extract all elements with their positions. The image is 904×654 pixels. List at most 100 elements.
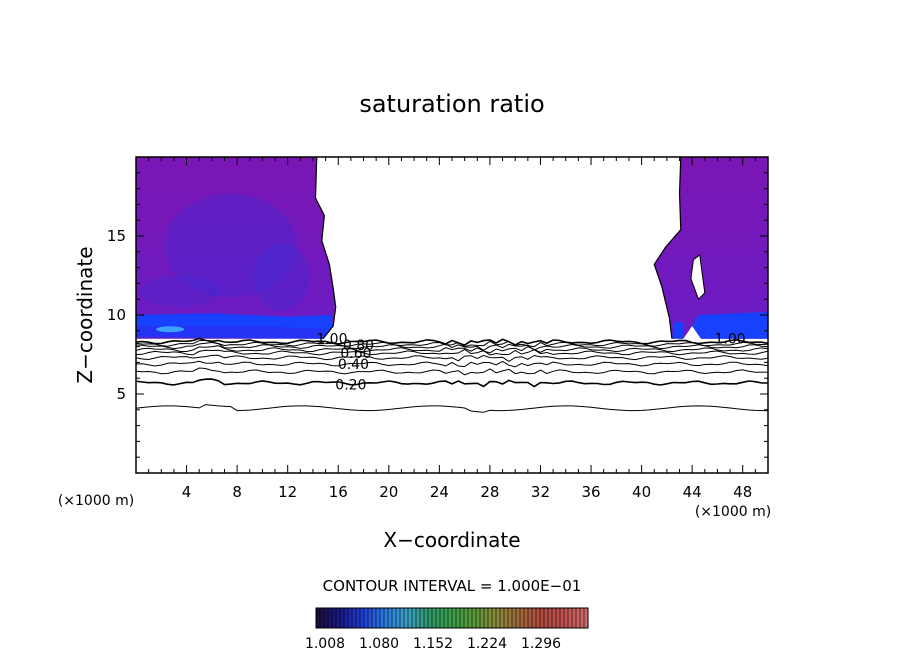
colorbar-frame	[315, 607, 589, 629]
cyan-highlight	[156, 326, 185, 333]
contour-line	[136, 337, 768, 346]
colorbar-cell	[356, 608, 361, 628]
blue-band-right-lobe	[671, 321, 684, 339]
left-region-edge	[314, 157, 337, 340]
colorbar-cell	[332, 608, 337, 628]
contour-labels: 0.200.400.600.801.00 1.00	[316, 332, 745, 394]
colorbar-cell	[368, 608, 373, 628]
x-tick-label: 40	[632, 483, 651, 501]
x-tick-label: 36	[581, 483, 600, 501]
x-tick-label: 20	[379, 483, 398, 501]
dark-interior-blob	[253, 243, 310, 312]
y-unit-label: (×1000 m)	[58, 493, 134, 509]
colorbar-cell	[472, 608, 477, 628]
colorbar-cell	[516, 608, 521, 628]
colorbar-cell	[476, 608, 481, 628]
colorbar-cell	[572, 608, 577, 628]
colorbar-cell	[496, 608, 501, 628]
colorbar-cell	[392, 608, 397, 628]
colorbar-cell	[508, 608, 513, 628]
colorbar-cell	[408, 608, 413, 628]
left-shaded-region	[136, 157, 336, 339]
y-tick-label: 10	[107, 306, 126, 324]
colorbar-label: 1.008	[305, 636, 345, 652]
colorbar-cell	[420, 608, 425, 628]
shaded-field	[136, 157, 768, 340]
contour-line	[136, 339, 768, 348]
x-tick-label: 24	[430, 483, 449, 501]
x-tick-label: 44	[683, 483, 702, 501]
colorbar-label: 1.080	[359, 636, 399, 652]
colorbar-cell	[528, 608, 533, 628]
colorbar-cell	[336, 608, 341, 628]
x-tick-label: 32	[531, 483, 550, 501]
colorbar-cell	[504, 608, 509, 628]
colorbar	[315, 607, 589, 629]
colorbar-cell	[440, 608, 445, 628]
colorbar-cell	[324, 608, 329, 628]
colorbar-cell	[352, 608, 357, 628]
colorbar-cell	[512, 608, 517, 628]
colorbar-cell	[388, 608, 393, 628]
colorbar-labels: 1.008 1.080 1.152 1.224 1.296	[305, 636, 561, 652]
colorbar-cell	[584, 608, 589, 628]
contour-line	[136, 348, 768, 356]
colorbar-cell	[372, 608, 377, 628]
right-region-hole	[690, 254, 706, 301]
dark-interior-blob	[140, 275, 221, 308]
colorbar-cell	[320, 608, 325, 628]
y-tick-label: 15	[107, 227, 126, 245]
x-tick-label: 12	[278, 483, 297, 501]
colorbar-cell	[380, 608, 385, 628]
colorbar-label: 1.224	[467, 636, 507, 652]
colorbar-cell	[556, 608, 561, 628]
colorbar-cell	[552, 608, 557, 628]
colorbar-cell	[384, 608, 389, 628]
colorbar-label: 1.152	[413, 636, 453, 652]
colorbar-cell	[424, 608, 429, 628]
colorbar-cell	[444, 608, 449, 628]
colorbar-cell	[344, 608, 349, 628]
colorbar-cell	[436, 608, 441, 628]
colorbar-cell	[404, 608, 409, 628]
colorbar-cell	[520, 608, 525, 628]
right-region-edge	[653, 157, 682, 339]
right-shaded-region	[654, 157, 768, 339]
colorbar-cell	[416, 608, 421, 628]
colorbar-cell	[400, 608, 405, 628]
colorbar-cell	[532, 608, 537, 628]
colorbar-cell	[448, 608, 453, 628]
x-tick-label: 28	[480, 483, 499, 501]
contour-label: 1.00	[714, 332, 745, 348]
contour-line	[136, 367, 768, 376]
colorbar-cell	[560, 608, 565, 628]
contour-lines	[136, 337, 768, 413]
colorbar-cell	[536, 608, 541, 628]
colorbar-cell	[564, 608, 569, 628]
colorbar-cell	[412, 608, 417, 628]
contour-label: 0.80	[343, 338, 374, 354]
colorbar-cell	[500, 608, 505, 628]
colorbar-cell	[548, 608, 553, 628]
colorbar-cell	[468, 608, 473, 628]
contour-label: 0.60	[340, 346, 371, 362]
colorbar-cell	[492, 608, 497, 628]
colorbar-cell	[464, 608, 469, 628]
dark-interior-blob	[164, 193, 297, 298]
contour-label: 0.20	[335, 378, 366, 394]
colorbar-cell	[360, 608, 365, 628]
colorbar-cell	[364, 608, 369, 628]
axis-ticks	[136, 157, 768, 473]
y-tick-label: 5	[116, 385, 126, 403]
contour-line	[136, 354, 768, 362]
x-tick-label: 4	[182, 483, 192, 501]
colorbar-cell	[316, 608, 321, 628]
colorbar-cell	[428, 608, 433, 628]
contour-label: 1.00	[316, 332, 347, 348]
colorbar-cell	[580, 608, 585, 628]
colorbar-cell	[540, 608, 545, 628]
colorbar-cell	[340, 608, 345, 628]
colorbar-cell	[544, 608, 549, 628]
